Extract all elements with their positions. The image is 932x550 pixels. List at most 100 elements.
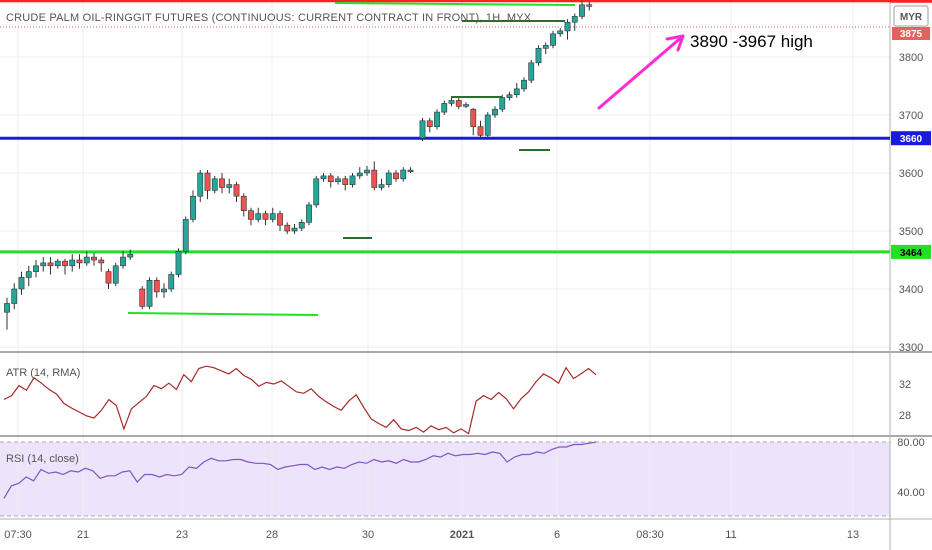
rsi-tick-0: 40.00	[897, 487, 925, 499]
candle-body-42	[313, 178, 320, 206]
candle-body-77	[571, 16, 578, 23]
candle-body-13	[98, 259, 105, 264]
rsi-title: RSI (14, close)	[6, 453, 79, 465]
candle-body-41	[306, 204, 312, 223]
candle-body-64	[477, 126, 484, 136]
candle-body-67	[499, 97, 506, 110]
candle-body-18	[139, 288, 146, 307]
candle-body-16	[120, 256, 126, 267]
candle-body-65	[484, 114, 491, 136]
candle-body-11	[83, 256, 90, 264]
grid	[0, 0, 890, 519]
time-tick-8: 11	[725, 529, 736, 541]
candle-body-33	[248, 210, 254, 220]
candle-body-26	[197, 172, 204, 197]
candle-body-17	[127, 253, 134, 258]
candle-body-14	[105, 271, 112, 284]
atr-title: ATR (14, RMA)	[6, 367, 80, 379]
candle-body-8	[62, 260, 68, 267]
candle-body-3	[25, 271, 32, 278]
drawn-markers	[127, 2, 576, 316]
candle-body-35	[262, 213, 269, 220]
candle-body-70	[521, 79, 527, 90]
chart-title: CRUDE PALM OIL-RINGGIT FUTURES (CONTINUO…	[6, 12, 532, 24]
annotation-arrow[interactable]	[597, 34, 685, 110]
level-label-0: 3660	[900, 134, 923, 145]
candle-body-45	[335, 178, 341, 183]
price-tick-0: 3300	[899, 342, 923, 354]
plot-area: 3660 3464	[0, 0, 932, 499]
price-tick-3: 3600	[899, 168, 923, 180]
time-tick-4: 30	[362, 529, 374, 541]
candle-body-49	[364, 169, 370, 174]
candle-body-62	[463, 104, 469, 107]
candle-body-54	[400, 169, 407, 180]
candle-body-46	[342, 178, 349, 185]
candle-body-0	[4, 303, 10, 313]
candle-body-50	[371, 169, 378, 188]
atr-tick-1: 32	[899, 379, 911, 391]
candle-body-79	[586, 4, 593, 7]
candle-body-76	[564, 21, 571, 32]
price-tick-1: 3400	[899, 284, 923, 296]
candle-body-36	[269, 213, 276, 220]
last-price-label: 3875	[900, 29, 923, 40]
axes: 3300 3400 3500 3600 3700 3800 28 32 40.00 80.00 07…	[4, 52, 925, 541]
time-tick-0: 07:30	[4, 529, 32, 541]
atr-line	[3, 365, 597, 435]
candle-body-51	[378, 184, 385, 188]
candle-body-9	[69, 259, 76, 267]
candle-body-66	[492, 108, 498, 116]
candle-body-12	[91, 256, 97, 261]
candle-body-32	[240, 195, 247, 211]
candle-body-37	[277, 213, 283, 226]
candle-body-25	[190, 195, 196, 220]
candle-body-56	[419, 120, 426, 139]
candle-body-6	[47, 262, 54, 267]
candle-body-19	[146, 279, 153, 307]
time-tick-3: 28	[266, 529, 278, 541]
candle-body-1	[11, 288, 18, 304]
top-green-marker-line[interactable]	[334, 2, 576, 6]
candle-body-52	[385, 172, 392, 185]
candle-body-15	[112, 265, 119, 284]
time-tick-1: 21	[77, 529, 89, 541]
candle-body-58	[434, 111, 440, 127]
candle-body-21	[161, 288, 167, 293]
candle-body-4	[33, 265, 39, 272]
candle-body-47	[349, 175, 356, 185]
candle-body-10	[76, 259, 83, 264]
last-price-badge	[892, 27, 930, 40]
candle-body-53	[393, 172, 399, 180]
atr-tick-0: 28	[899, 410, 911, 422]
support-marker-line[interactable]	[127, 312, 319, 316]
annotation-text: 3890 -3967 high	[690, 32, 813, 51]
candle-body-44	[327, 175, 334, 182]
candle-body-22	[168, 274, 175, 290]
candle-body-55	[407, 169, 414, 172]
candle-body-30	[226, 184, 233, 188]
candle-body-5	[40, 262, 47, 267]
candle-body-48	[356, 172, 363, 177]
candle-body-29	[219, 178, 225, 188]
price-tick-4: 3700	[899, 110, 923, 122]
candle-body-72	[535, 47, 542, 64]
candle-body-27	[204, 172, 211, 191]
currency-label: MYR	[900, 12, 923, 23]
level-badge-2	[890, 0, 932, 3]
candle-body-61	[455, 100, 462, 107]
candle-body-78	[579, 4, 585, 17]
time-tick-5: 2021	[450, 529, 474, 541]
level-badge-1	[891, 244, 931, 259]
rsi-tick-1: 80.00	[897, 437, 925, 449]
candle-body-2	[18, 277, 25, 290]
level-badge-0	[891, 131, 931, 146]
time-tick-7: 08:30	[636, 529, 664, 541]
currency-badge[interactable]	[893, 5, 929, 27]
candle-body-57	[426, 120, 433, 127]
time-tick-9: 13	[847, 529, 859, 541]
time-tick-6: 6	[554, 529, 560, 541]
candle-body-74	[550, 33, 556, 46]
rsi-line	[3, 441, 597, 499]
